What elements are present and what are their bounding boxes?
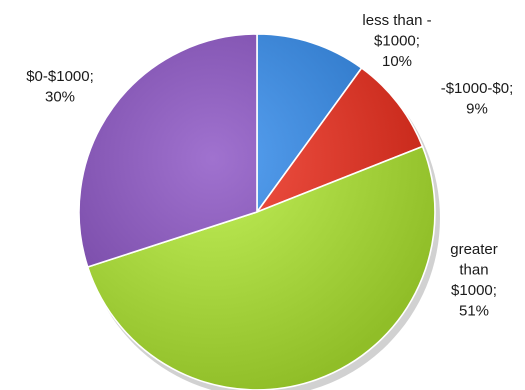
pie-slice-2 [256,67,424,213]
pie-slice-label-line: greater [450,241,498,258]
pie-slice-label-1: less than - $1000; 10% [362,12,431,70]
pie-slice-label-line: $0-$1000; [26,68,94,85]
pie-slice-3 [86,145,436,390]
pie-slices [78,33,436,390]
pie-slice-label-2: -$1000-$0; 9% [441,80,514,118]
pie-slice-4 [78,33,258,268]
pie-slice-label-line: 10% [382,53,412,70]
pie-slice-1 [256,33,363,213]
pie-slice-label-4: $0-$1000; 30% [26,68,94,106]
pie-slice-label-line: $1000; [374,33,420,50]
pie-slice-label-line: 51% [459,303,489,320]
pie-slice-label-line: than [459,262,488,279]
pie-slice-label-line: -$1000-$0; [441,80,514,97]
pie-slice-label-line: less than - [362,12,431,29]
pie-slice-label-3: greater than $1000; 51% [450,241,498,320]
pie-labels: less than - $1000; 10% -$1000-$0; 9% greater t… [26,12,513,320]
pie-slice-label-line: 30% [45,89,75,106]
pie-slice-label-line: 9% [466,101,488,118]
pie-slice-label-line: $1000; [451,282,497,299]
